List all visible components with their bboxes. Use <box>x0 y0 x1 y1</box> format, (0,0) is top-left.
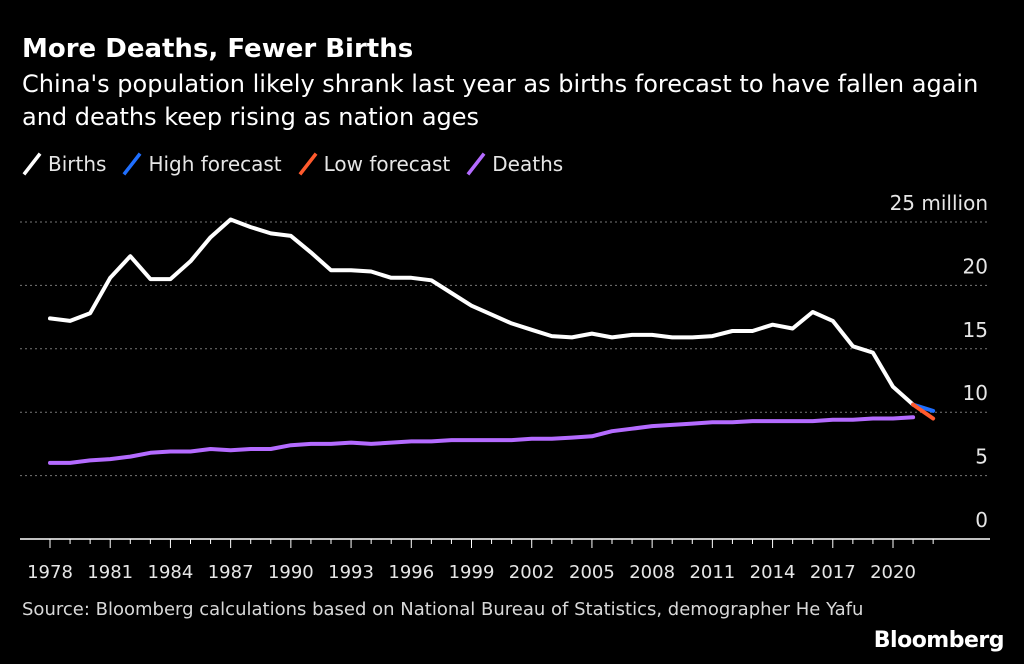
y-axis-labels: 0 5 10 15 20 25 million <box>890 191 988 532</box>
x-tick-label: 2014 <box>750 562 796 583</box>
y-tick-label: 25 million <box>890 191 988 215</box>
series-line-low-forecast <box>911 402 936 421</box>
legend-label-deaths: Deaths <box>492 152 564 176</box>
x-tick-label: 1981 <box>87 562 133 583</box>
y-tick-label: 10 <box>963 381 988 405</box>
x-tick-label: 2017 <box>810 562 856 583</box>
x-tick-label: 1996 <box>388 562 434 583</box>
legend-label-high-forecast: High forecast <box>148 152 282 176</box>
x-tick-label: 1987 <box>208 562 254 583</box>
x-tick-label: 1993 <box>328 562 374 583</box>
x-tick-label: 1999 <box>449 562 495 583</box>
legend-label-births: Births <box>48 152 107 176</box>
series-lines <box>48 217 936 465</box>
y-tick-label: 0 <box>975 508 988 532</box>
x-tick-label: 1978 <box>27 562 73 583</box>
chart-title: More Deaths, Fewer Births <box>22 34 414 64</box>
legend-item-high-forecast: High forecast <box>122 151 282 177</box>
x-tick-label: 2008 <box>629 562 675 583</box>
legend-swatch-high-forecast <box>122 152 142 176</box>
series-line-births <box>48 217 916 407</box>
gridlines <box>20 221 990 477</box>
chart-subtitle: China's population likely shrank last ye… <box>22 70 979 131</box>
x-tick-label: 1990 <box>268 562 314 583</box>
x-tick-label: 2011 <box>689 562 735 583</box>
y-tick-label: 15 <box>963 318 988 342</box>
legend-swatch-deaths <box>466 152 486 176</box>
legend: Births High forecast Low forecast Deaths <box>22 151 579 177</box>
legend-swatch-births <box>22 152 42 176</box>
legend-item-births: Births <box>22 151 106 177</box>
x-tick-label: 1984 <box>148 562 194 583</box>
x-tick-label: 2002 <box>509 562 555 583</box>
x-tick-label: 2005 <box>569 562 615 583</box>
x-axis: 1978 1981 1984 1987 1990 1993 1996 1999 2002 2005… <box>20 538 990 583</box>
series-line-deaths <box>48 415 916 465</box>
legend-swatch-low-forecast <box>298 152 318 176</box>
source-note: Source: Bloomberg calculations based on … <box>22 599 864 620</box>
bloomberg-logo: Bloomberg <box>873 628 1005 653</box>
y-tick-label: 5 <box>975 445 988 469</box>
x-tick-label: 2020 <box>870 562 916 583</box>
y-tick-label: 20 <box>963 254 988 278</box>
legend-item-low-forecast: Low forecast <box>298 151 451 177</box>
legend-item-deaths: Deaths <box>466 151 563 177</box>
legend-label-low-forecast: Low forecast <box>323 152 451 176</box>
